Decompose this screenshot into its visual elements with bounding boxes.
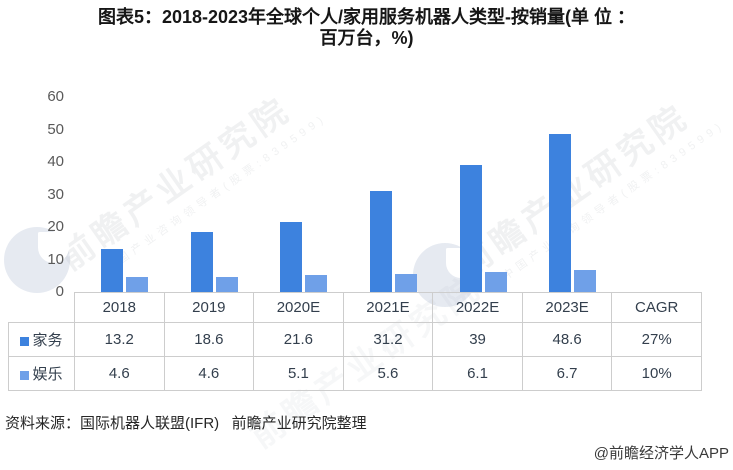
y-axis-tick-10: 10 [47,250,64,268]
value-cell: 10% [611,356,702,391]
legend-label: 娱乐 [32,366,63,383]
value-cell: 31.2 [342,322,434,357]
y-axis-tick-40: 40 [47,153,64,170]
value-cell: 4.6 [74,356,165,391]
column-header-CAGR: CAGR [611,292,702,323]
legend-marker-icon [20,337,30,346]
table-header-row: 2018 2019 2020E 2021E 2022E 2023E CAGR [9,292,702,323]
y-axis-tick-20: 20 [47,218,64,235]
value-cell: 21.6 [253,322,344,357]
legend-cell-娱乐: 娱乐 [8,356,75,391]
y-axis-tick-60: 60 [47,88,64,105]
bar-家务-2021E [370,190,392,292]
value-cell: 5.1 [253,356,344,391]
value-cell: 4.6 [163,356,255,391]
table-row-家务: 家务 13.2 18.6 21.6 31.2 39 48.6 27% [8,322,702,357]
bar-娱乐-2021E [395,273,417,292]
bar-娱乐-2018 [125,277,148,292]
chart-title: 图表5：2018-2023年全球个人/家用服务机器人类型-按销量(单 位 ： 百… [0,7,733,49]
y-axis-tick-50: 50 [47,120,64,138]
legend-marker-icon [20,371,30,380]
column-header-2019: 2019 [163,292,255,323]
column-header-2020E: 2020E [253,292,344,323]
legend-cell-家务: 家务 [8,322,75,357]
y-axis-tick-30: 30 [47,185,64,203]
chart-title-line-1: 图表5：2018-2023年全球个人/家用服务机器人类型-按销量(单 位 ： [97,7,636,27]
column-header-2018: 2018 [74,292,165,323]
bar-娱乐-2022E [484,272,507,292]
bar-家务-2023E [549,134,572,292]
value-cell: 27% [611,322,702,357]
column-header-2022E: 2022E [432,292,523,323]
value-cell: 39 [432,322,523,357]
value-cell: 6.1 [432,356,523,391]
value-cell: 48.6 [521,322,613,357]
legend-label: 家务 [32,332,63,349]
bar-家务-2022E [459,165,482,292]
table-corner-cell [9,293,75,323]
column-header-2023E: 2023E [521,292,613,323]
column-header-2021E: 2021E [342,292,434,323]
bar-娱乐-2020E [305,275,328,292]
source-note: 资料来源：国际机器人联盟(IFR) 前瞻产业研究院整理 [5,415,367,432]
bar-家务-2019 [190,231,213,292]
chart-title-line-2: 百万台，%) [319,28,414,48]
data-table: 2018 2019 2020E 2021E 2022E 2023E CAGR 家务 13.2 18… [8,292,702,391]
bar-家务-2020E [280,221,303,292]
y-axis-tick-0: 0 [55,283,64,300]
value-cell: 6.7 [521,356,613,391]
credit-note: @前瞻经济学人APP [593,445,729,462]
plot-area [74,97,702,292]
value-cell: 18.6 [163,322,255,357]
value-cell: 5.6 [342,356,434,391]
bar-娱乐-2023E [574,270,597,292]
bar-娱乐-2019 [215,277,238,292]
table-row-娱乐: 娱乐 4.6 4.6 5.1 5.6 6.1 6.7 10% [8,356,702,391]
bar-家务-2018 [100,249,123,292]
value-cell: 13.2 [74,322,165,357]
